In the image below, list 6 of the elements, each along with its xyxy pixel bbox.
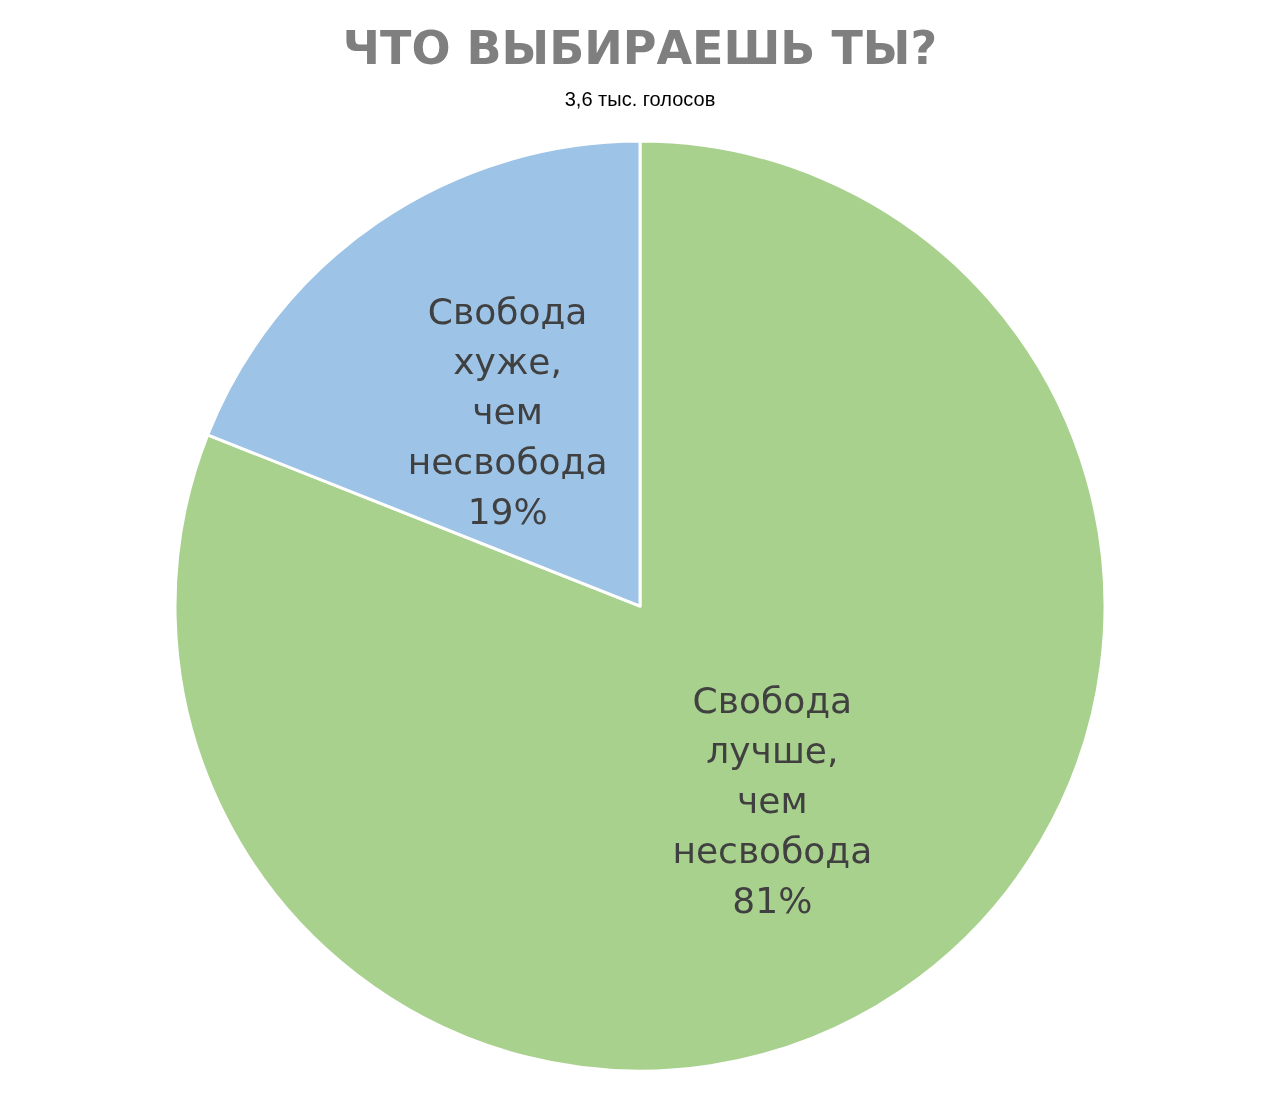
chart-title: ЧТО ВЫБИРАЕШЬ ТЫ?: [342, 21, 938, 75]
data-label: 19%: [467, 490, 548, 532]
slice-label: Свобода хуже, чем несвобода: [407, 290, 608, 482]
slice-label: Свобода лучше, чем несвобода: [672, 680, 873, 872]
data-label: 81%: [732, 880, 813, 922]
chart-subtitle: 3,6 тыс. голосов: [564, 88, 716, 110]
